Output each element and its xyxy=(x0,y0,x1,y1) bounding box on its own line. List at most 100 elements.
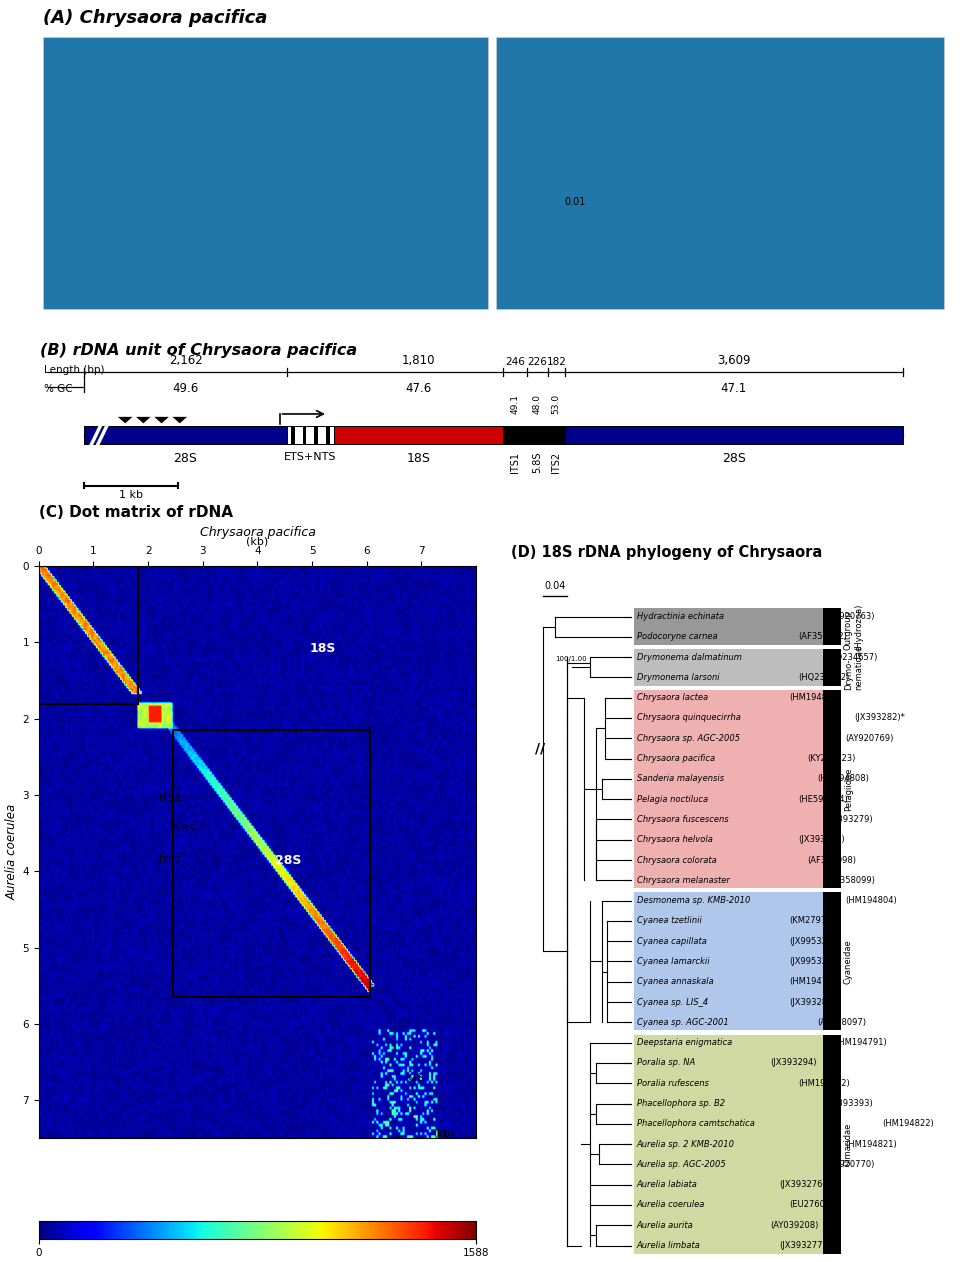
Text: Desmonema sp. KMB-2010: Desmonema sp. KMB-2010 xyxy=(637,896,752,905)
Text: 226: 226 xyxy=(528,357,547,367)
Text: (HE591464): (HE591464) xyxy=(799,795,848,804)
Bar xyxy=(823,892,841,1031)
Text: 0.01: 0.01 xyxy=(564,197,586,207)
Text: (AF358098): (AF358098) xyxy=(807,856,857,864)
Bar xyxy=(823,608,841,645)
Text: Cyanea sp. LIS_4: Cyanea sp. LIS_4 xyxy=(637,997,711,1007)
Text: (HM194810): (HM194810) xyxy=(789,693,840,702)
Polygon shape xyxy=(136,416,151,423)
Text: Pelagia noctiluca: Pelagia noctiluca xyxy=(637,795,711,804)
Bar xyxy=(564,425,903,444)
Bar xyxy=(497,38,944,309)
Bar xyxy=(634,689,823,888)
Text: 28S: 28S xyxy=(173,452,197,464)
Text: Drymo-
nematidae: Drymo- nematidae xyxy=(844,645,863,690)
Text: (JX393277): (JX393277) xyxy=(779,1241,827,1251)
Text: Chrysaora colorata: Chrysaora colorata xyxy=(637,856,719,864)
Text: Ulmaridae: Ulmaridae xyxy=(844,1122,853,1166)
Text: Poralia rufescens: Poralia rufescens xyxy=(637,1079,711,1088)
Text: 48.0: 48.0 xyxy=(532,394,542,414)
Bar xyxy=(291,425,294,444)
Bar xyxy=(634,608,823,645)
Text: (JX995327): (JX995327) xyxy=(789,936,835,945)
Bar xyxy=(634,892,823,1031)
Text: IGS: IGS xyxy=(407,1073,425,1083)
Text: (B) rDNA unit of Chrysaora pacifica: (B) rDNA unit of Chrysaora pacifica xyxy=(40,343,357,358)
Text: (JX393280): (JX393280) xyxy=(799,835,845,844)
Bar xyxy=(634,649,823,685)
Y-axis label: Aurelia coerulea: Aurelia coerulea xyxy=(5,804,18,900)
Text: Chrysaora melanaster: Chrysaora melanaster xyxy=(637,876,732,885)
Text: Aurelia limbata: Aurelia limbata xyxy=(637,1241,703,1251)
Text: (HM194822): (HM194822) xyxy=(882,1119,934,1128)
Text: (HM194791): (HM194791) xyxy=(835,1039,888,1047)
Text: Length (bp): Length (bp) xyxy=(45,365,105,375)
Text: % GC: % GC xyxy=(45,384,73,394)
Text: (AY920770): (AY920770) xyxy=(826,1160,874,1169)
Text: (HM194821): (HM194821) xyxy=(845,1140,896,1148)
Text: Chrysaora fuscescens: Chrysaora fuscescens xyxy=(637,815,731,824)
Text: 182: 182 xyxy=(546,357,566,367)
Text: (kb): (kb) xyxy=(433,1128,454,1138)
Text: 1,810: 1,810 xyxy=(402,353,436,367)
Text: 18S: 18S xyxy=(407,452,431,464)
Text: (HM194792): (HM194792) xyxy=(799,1079,850,1088)
Text: Chrysaora quinquecirrha: Chrysaora quinquecirrha xyxy=(637,713,743,723)
Text: 28S: 28S xyxy=(275,853,301,867)
Text: Phacellophora camtschatica: Phacellophora camtschatica xyxy=(637,1119,757,1128)
Text: (JX393282)*: (JX393282)* xyxy=(854,713,905,723)
Text: 3,609: 3,609 xyxy=(717,353,751,367)
Text: 1 kb: 1 kb xyxy=(119,490,143,500)
Text: Sanderia malayensis: Sanderia malayensis xyxy=(637,775,726,784)
Text: Cyanea lamarckii: Cyanea lamarckii xyxy=(637,957,711,965)
Text: Chrysaora helvola: Chrysaora helvola xyxy=(637,835,715,844)
Text: (AY920763): (AY920763) xyxy=(826,612,875,621)
Bar xyxy=(326,425,330,444)
Text: Poralia sp. NA: Poralia sp. NA xyxy=(637,1059,698,1068)
Text: Cyanea tzetlinii: Cyanea tzetlinii xyxy=(637,916,704,925)
Text: (D) 18S rDNA phylogeny of Chrysaora: (D) 18S rDNA phylogeny of Chrysaora xyxy=(511,545,823,560)
Text: (JX393285): (JX393285) xyxy=(789,997,835,1007)
Bar xyxy=(503,425,564,444)
Text: (AF358092): (AF358092) xyxy=(799,632,847,641)
Text: (AY920769): (AY920769) xyxy=(845,733,893,743)
Polygon shape xyxy=(118,416,133,423)
Text: Pelagiidae: Pelagiidae xyxy=(844,767,853,810)
Text: Cyaneidae: Cyaneidae xyxy=(844,939,853,984)
Text: 47.6: 47.6 xyxy=(406,382,432,395)
Text: (HQ234657): (HQ234657) xyxy=(826,652,878,661)
Text: Aurelia aurita: Aurelia aurita xyxy=(637,1220,696,1229)
Text: (HM194804): (HM194804) xyxy=(845,896,896,905)
Bar xyxy=(334,425,503,444)
Text: (HQ234652): (HQ234652) xyxy=(799,673,849,681)
Text: Aurelia labiata: Aurelia labiata xyxy=(637,1180,700,1189)
Text: 28S: 28S xyxy=(722,452,746,464)
Text: (EU276014): (EU276014) xyxy=(789,1200,838,1209)
Text: 53.0: 53.0 xyxy=(552,394,560,414)
Text: Drymonema larsoni: Drymonema larsoni xyxy=(637,673,722,681)
Text: (C) Dot matrix of rDNA: (C) Dot matrix of rDNA xyxy=(39,505,232,520)
Text: 49.1: 49.1 xyxy=(510,394,520,414)
Text: (AF358099): (AF358099) xyxy=(826,876,875,885)
Text: (AF358097): (AF358097) xyxy=(817,1018,865,1027)
Text: (HM194808): (HM194808) xyxy=(817,775,868,784)
Text: 100/1.00: 100/1.00 xyxy=(556,656,587,663)
Bar xyxy=(823,689,841,888)
Text: (KM279703): (KM279703) xyxy=(789,916,840,925)
Text: ITS2: ITS2 xyxy=(159,856,182,866)
Text: Chrysaora lactea: Chrysaora lactea xyxy=(637,693,711,702)
Text: Aurelia sp. 2 KMB-2010: Aurelia sp. 2 KMB-2010 xyxy=(637,1140,738,1148)
Text: Cyanea annaskala: Cyanea annaskala xyxy=(637,977,716,987)
Text: Chrysaora sp. AGC-2005: Chrysaora sp. AGC-2005 xyxy=(637,733,742,743)
Bar xyxy=(39,565,137,704)
Text: (JX393276): (JX393276) xyxy=(779,1180,827,1189)
Text: ITS1: ITS1 xyxy=(510,452,520,472)
Text: (JX393279): (JX393279) xyxy=(826,815,873,824)
Text: ITS1: ITS1 xyxy=(159,793,182,803)
Text: 49.6: 49.6 xyxy=(172,382,198,395)
Polygon shape xyxy=(154,416,168,423)
Text: 47.1: 47.1 xyxy=(721,382,747,395)
Text: Deepstaria enigmatica: Deepstaria enigmatica xyxy=(637,1039,735,1047)
Text: 18S: 18S xyxy=(310,641,336,655)
Text: (AY039208): (AY039208) xyxy=(771,1220,819,1229)
